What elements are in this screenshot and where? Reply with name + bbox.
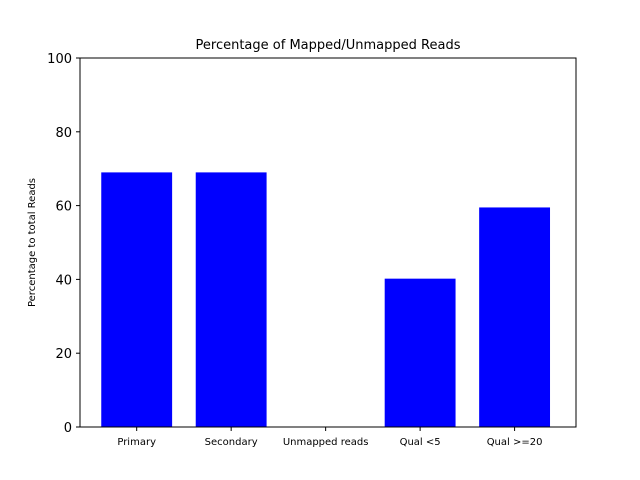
bar-4 xyxy=(479,207,551,427)
x-tick-label-2: Unmapped reads xyxy=(283,437,369,448)
y-tick-label-5: 100 xyxy=(47,52,72,67)
y-axis-label: Percentage to total Reads xyxy=(27,178,38,307)
plot-frame xyxy=(79,57,577,428)
y-tick-label-3: 60 xyxy=(55,200,72,215)
y-axis: 0 20 40 60 80 100 xyxy=(47,52,80,436)
bar-0 xyxy=(101,172,173,427)
chart-title: Percentage of Mapped/Unmapped Reads xyxy=(196,38,461,53)
x-tick-label-1: Secondary xyxy=(205,437,258,448)
x-tick-label-4: Qual >=20 xyxy=(487,437,543,448)
bar-1 xyxy=(195,172,267,427)
bar-3 xyxy=(384,278,456,427)
y-tick-label-2: 40 xyxy=(55,273,72,288)
y-tick-label-1: 20 xyxy=(55,347,72,362)
y-tick-label-4: 80 xyxy=(55,126,72,141)
bars-group xyxy=(101,172,551,427)
x-tick-label-0: Primary xyxy=(117,437,156,448)
x-axis: Primary Secondary Unmapped reads Qual <5 Qua… xyxy=(117,427,542,448)
x-tick-label-3: Qual <5 xyxy=(400,437,441,448)
y-tick-label-0: 0 xyxy=(64,421,72,436)
